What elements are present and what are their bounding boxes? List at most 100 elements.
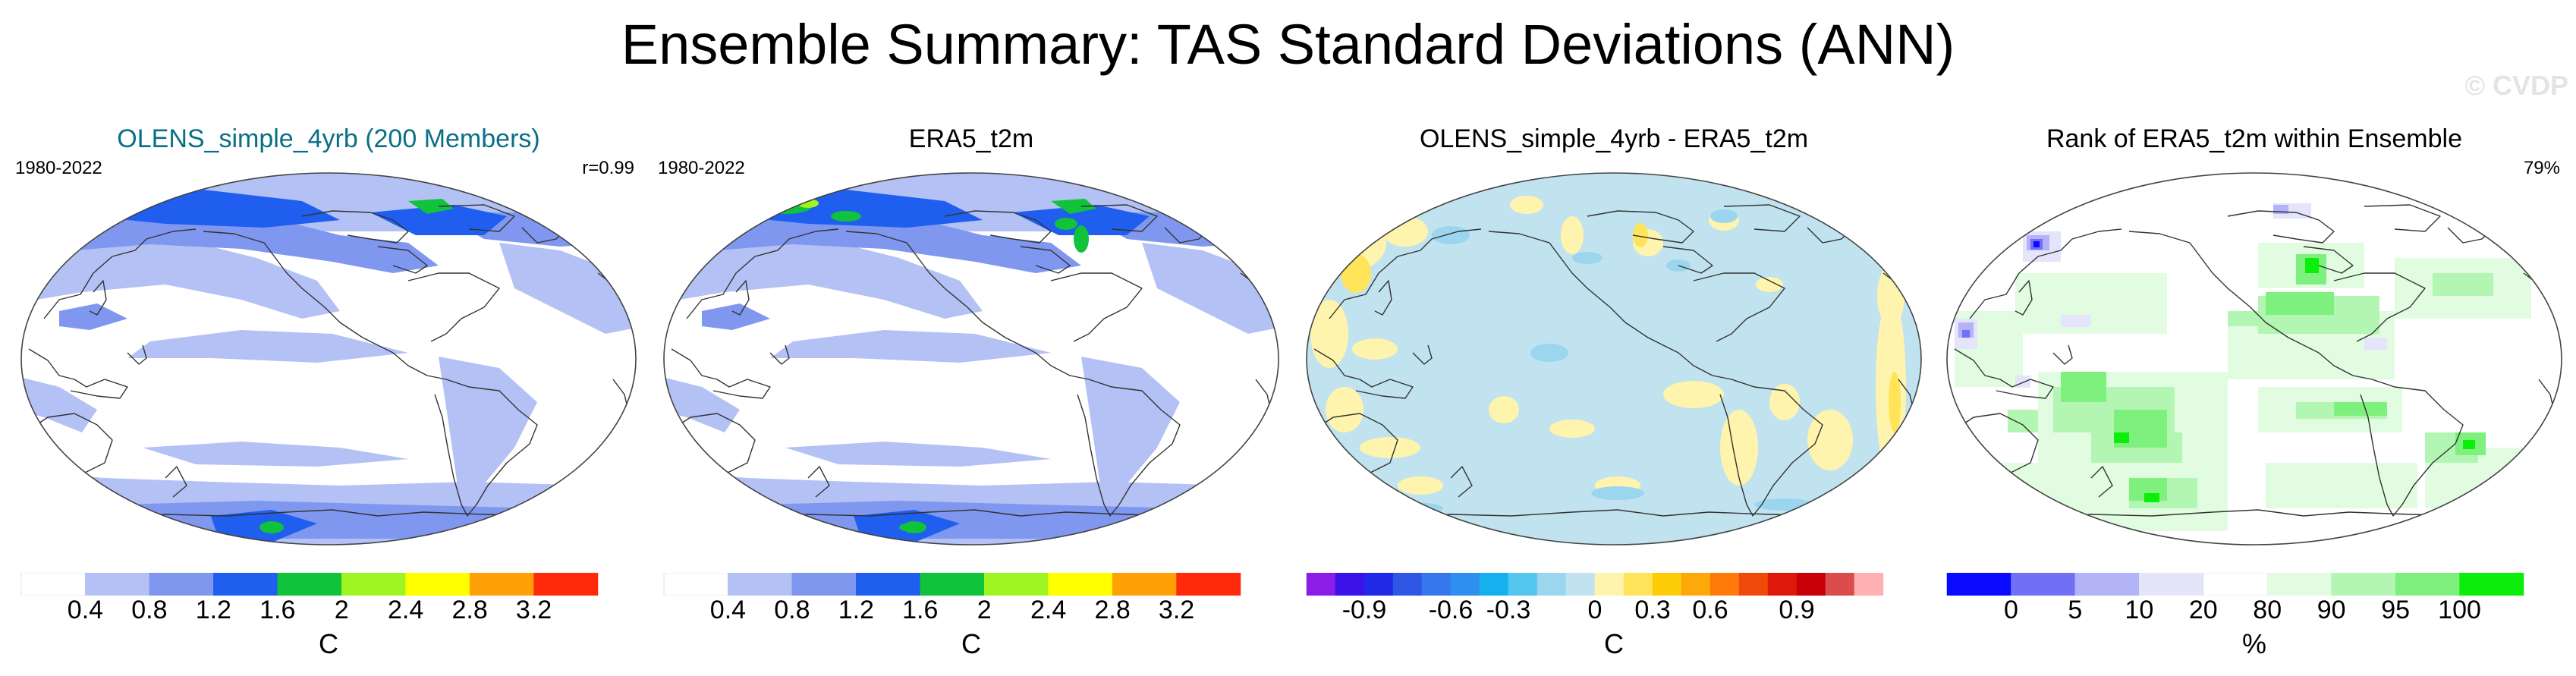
colorbar-swatch [1335, 573, 1365, 596]
colorbar-tick-label: 1.2 [838, 596, 874, 624]
colorbar-swatch [2139, 573, 2204, 596]
shaded-region [1352, 338, 1398, 360]
shaded-region [1807, 410, 1853, 470]
shaded-region [1504, 542, 1595, 545]
coastline [1374, 280, 1392, 316]
shaded-region [1710, 209, 1738, 223]
coastline [377, 246, 428, 274]
colorbar-swatch [1623, 573, 1653, 596]
coastline [1662, 246, 1713, 274]
coastline [1450, 466, 1473, 498]
shaded-cell [2433, 190, 2448, 199]
shaded-region [1633, 223, 1648, 247]
colorbar-swatch [1421, 573, 1452, 596]
colorbar-swatch [856, 573, 921, 596]
shaded-cell [2114, 432, 2129, 443]
shaded-region [1527, 546, 1572, 561]
shaded-region [1815, 528, 1845, 545]
shaded-region [1081, 357, 1180, 493]
shaded-cell [2463, 440, 2475, 449]
world-map [1946, 172, 2562, 546]
colorbar-swatch [533, 573, 599, 596]
shaded-region [1055, 218, 1077, 230]
world-map [20, 172, 637, 546]
colorbar-swatch [2331, 573, 2396, 596]
coastline [1050, 272, 1143, 342]
shaded-region [1889, 372, 1901, 432]
colorbar-tick-label: 0.8 [131, 596, 168, 624]
coastline [1412, 344, 1433, 365]
colorbar-swatch [277, 573, 342, 596]
shaded-cell [2334, 402, 2387, 416]
colorbar-tick-label: 2 [977, 596, 992, 624]
colorbar-swatch [20, 573, 86, 596]
coastline [1723, 204, 1801, 232]
colorbar-swatch [1767, 573, 1798, 596]
coastline [1488, 231, 1694, 366]
coastline [2015, 280, 2033, 316]
coastline [2090, 466, 2113, 498]
shaded-region [1663, 381, 1724, 408]
shaded-region [1748, 184, 1776, 196]
colorbar-swatch [1048, 573, 1113, 596]
colorbar-swatch [2395, 573, 2460, 596]
colorbar-swatch [1479, 573, 1509, 596]
colorbar-swatch [663, 573, 728, 596]
shaded-region [1432, 226, 1470, 244]
colorbar-swatch [1112, 573, 1177, 596]
colorbar-swatch [1392, 573, 1423, 596]
colorbar-units: C [1604, 628, 1624, 659]
coastline [2052, 344, 2073, 365]
shaded-cell [2433, 273, 2493, 296]
shaded-region [1013, 205, 1150, 235]
coastline [1329, 228, 1482, 319]
shaded-region [259, 521, 284, 533]
shaded-region [1142, 243, 1279, 334]
rank-percent-label: 79% [2523, 158, 2560, 178]
shaded-cell [2061, 372, 2106, 402]
shaded-cell [2305, 258, 2319, 273]
map-frame [20, 172, 637, 546]
colorbar-swatch [1738, 573, 1769, 596]
shaded-region [93, 187, 162, 208]
colorbar-tick-label: 0.6 [1692, 596, 1728, 624]
colorbar-swatch [1306, 573, 1336, 596]
shaded-region [1398, 476, 1443, 495]
coastline [1587, 210, 1694, 244]
coastline [1050, 365, 1181, 517]
colorbar-tick-label: 3.2 [1158, 596, 1195, 624]
shaded-region [1561, 216, 1584, 254]
shaded-region [1455, 544, 1485, 545]
coastline [407, 272, 500, 342]
main-title: Ensemble Summary: TAS Standard Deviation… [621, 13, 1955, 76]
colorbar-swatch [85, 573, 150, 596]
colorbar-swatch [213, 573, 278, 596]
colorbar-tick-label: 5 [2068, 596, 2083, 624]
coastline [2333, 272, 2426, 342]
shaded-region [736, 187, 804, 208]
colorbar-swatch [1594, 573, 1625, 596]
colorbar-swatch [2203, 573, 2268, 596]
coastline [2364, 204, 2441, 232]
coastline [2303, 246, 2354, 274]
pattern-correlation-label: r=0.99 [582, 158, 634, 178]
colorbar-swatch [1825, 573, 1855, 596]
colorbar-tick-label: 3.2 [515, 596, 552, 624]
shaded-region [59, 303, 127, 330]
shaded-region [1424, 533, 1508, 545]
colorbar-swatch [1652, 573, 1682, 596]
colorbar-tick-label: 0.4 [709, 596, 747, 624]
colorbar-swatch [1796, 573, 1826, 596]
colorbar-tick-label: 0.9 [1779, 596, 1815, 624]
shaded-region [831, 211, 861, 222]
panel-rank: Rank of ERA5_t2m within Ensemble 79% 0 5 1… [1939, 121, 2569, 668]
shaded-region [439, 357, 537, 493]
colorbar-tick-label: 1.2 [195, 596, 231, 624]
coastline [2227, 210, 2335, 244]
shaded-cell [2061, 315, 2091, 327]
colorbar-swatch [1946, 573, 2011, 596]
shaded-region [1341, 253, 1371, 293]
shaded-region [1769, 384, 1800, 420]
cvdp-watermark: © CVDP [2464, 70, 2568, 101]
colorbar-tick-label: 2.8 [1094, 596, 1131, 624]
